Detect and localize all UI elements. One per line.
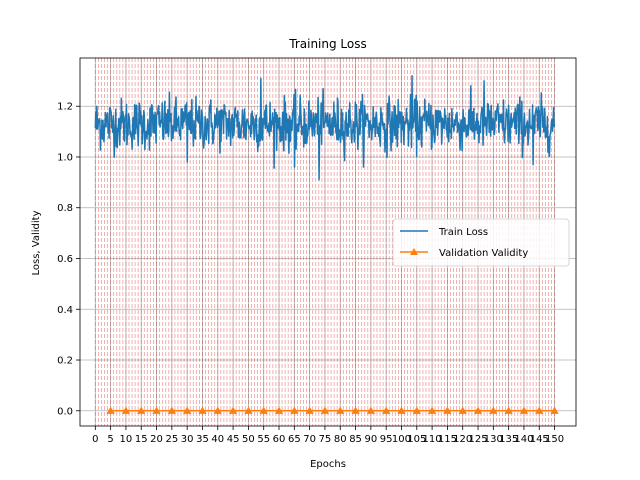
- y-tick-label: 0.8: [57, 203, 73, 214]
- validation-validity-point: [259, 406, 268, 414]
- x-tick-label: 35: [196, 434, 209, 445]
- validation-validity-point: [167, 406, 177, 414]
- y-tick-label: 1.0: [57, 152, 73, 163]
- x-tick-label: 115: [438, 434, 457, 445]
- x-tick-label: 125: [468, 434, 487, 445]
- y-tick-label: 0.2: [57, 356, 73, 367]
- y-tick-label: 0.6: [57, 254, 73, 265]
- x-tick-label: 60: [273, 434, 286, 445]
- x-tick-label: 25: [165, 434, 178, 445]
- x-tick-label: 0: [92, 434, 98, 445]
- validation-validity-point: [366, 406, 376, 414]
- validation-validity-point: [213, 406, 222, 414]
- x-tick-label: 20: [150, 434, 163, 445]
- x-tick-label: 30: [181, 434, 194, 445]
- x-tick-label: 85: [349, 434, 362, 445]
- validation-validity-point: [121, 406, 131, 414]
- validation-validity-point: [397, 406, 406, 414]
- series-layer: [94, 75, 559, 414]
- x-tick-label: 100: [392, 434, 411, 445]
- validation-validity-point: [137, 406, 146, 414]
- validation-validity-point: [320, 406, 330, 414]
- x-tick-label: 40: [211, 434, 224, 445]
- legend-box: [392, 218, 570, 267]
- legend-train-loss-label: Train Loss: [438, 227, 488, 238]
- validation-validity-point: [412, 406, 421, 414]
- x-tick-label: 90: [364, 434, 377, 445]
- y-axis-label: Loss, Validity: [31, 210, 42, 275]
- grid: [80, 58, 576, 426]
- x-tick-label: 135: [499, 434, 518, 445]
- validation-validity-point: [182, 406, 192, 414]
- legend-validation-label: Validation Validity: [439, 248, 528, 259]
- validation-validity-point: [458, 406, 467, 414]
- validation-validity-point: [336, 406, 345, 414]
- validation-validity-point: [228, 406, 238, 414]
- x-axis-ticks: 0 5 10 15 20 25 30 35 40 45 50 55 60 65 70 75 80 85 90 95 10…: [92, 426, 564, 445]
- x-tick-label: 70: [303, 434, 316, 445]
- x-tick-label: 130: [484, 434, 503, 445]
- validation-validity-point: [274, 406, 284, 414]
- train-loss-line: [94, 75, 556, 181]
- validation-validity-point: [381, 406, 391, 414]
- x-tick-label: 145: [530, 434, 549, 445]
- x-tick-label: 5: [107, 434, 113, 445]
- x-tick-label: 65: [288, 434, 301, 445]
- legend: Train Loss Validation Validity: [392, 218, 570, 267]
- validation-validity-point: [535, 406, 544, 414]
- validation-validity-point: [106, 406, 115, 414]
- x-tick-label: 45: [227, 434, 240, 445]
- chart-title: Training Loss: [288, 37, 366, 51]
- validation-validity-point: [504, 406, 513, 414]
- validation-validity-point: [198, 406, 207, 414]
- axes-frame: [79, 57, 577, 427]
- y-axis-ticks: 0.0 0.2 0.4 0.6 0.8 1.0 1.2: [57, 102, 80, 417]
- validation-validity-point: [290, 406, 299, 414]
- validation-validity-point: [305, 406, 314, 414]
- x-tick-label: 50: [242, 434, 255, 445]
- x-tick-label: 110: [423, 434, 442, 445]
- validation-validity-point: [244, 406, 253, 414]
- x-tick-label: 95: [380, 434, 393, 445]
- x-tick-label: 75: [319, 434, 332, 445]
- x-tick-label: 140: [514, 434, 533, 445]
- x-tick-label: 80: [334, 434, 347, 445]
- validation-validity-point: [427, 406, 437, 414]
- x-axis-label: Epochs: [310, 459, 346, 470]
- validation-validity-point: [152, 406, 161, 414]
- legend-validation-marker-icon: [410, 248, 418, 255]
- x-tick-label: 10: [120, 434, 133, 445]
- x-tick-label: 120: [453, 434, 472, 445]
- y-tick-label: 0.4: [57, 305, 73, 316]
- y-tick-label: 1.2: [57, 102, 73, 113]
- x-tick-label: 150: [545, 434, 564, 445]
- x-tick-label: 15: [135, 434, 148, 445]
- validation-validity-point: [489, 406, 498, 414]
- validation-validity-point: [351, 406, 360, 414]
- validation-validity-point: [550, 406, 559, 414]
- x-tick-label: 105: [407, 434, 426, 445]
- x-tick-label: 55: [257, 434, 270, 445]
- validation-validity-point: [519, 406, 529, 414]
- validation-validity-point: [443, 406, 452, 414]
- validation-validity-point: [473, 406, 483, 414]
- y-tick-label: 0.0: [57, 406, 73, 417]
